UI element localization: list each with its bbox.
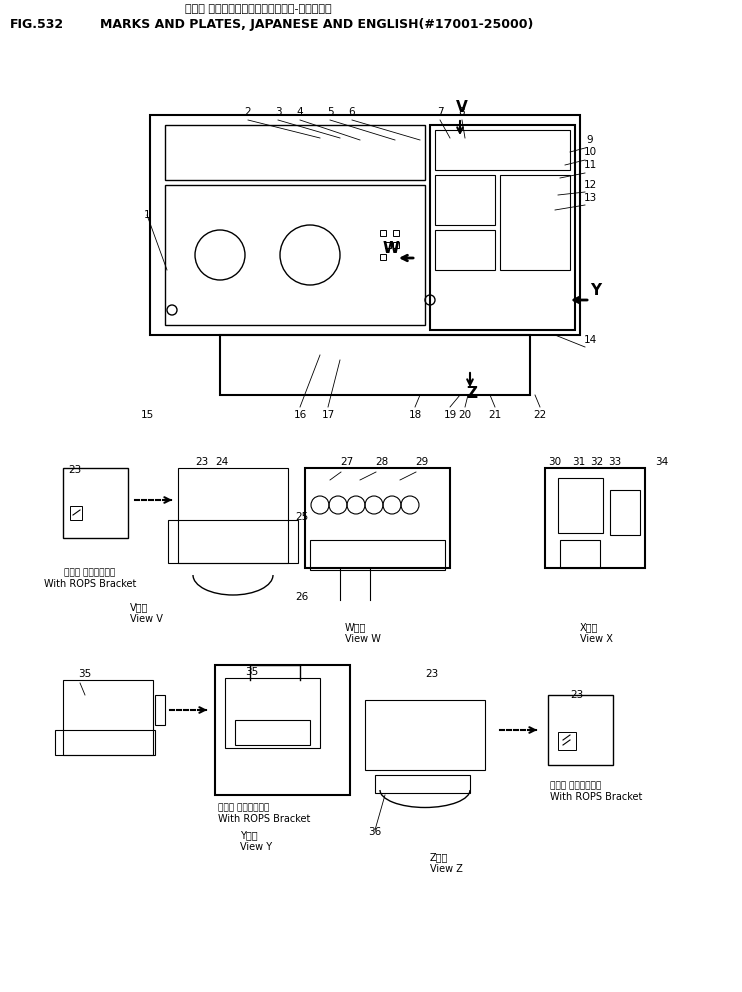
Text: 7: 7 — [437, 107, 443, 117]
Text: V: V — [456, 100, 467, 115]
Text: Y: Y — [590, 283, 601, 298]
Text: X　機: X 機 — [580, 622, 598, 632]
Text: 17: 17 — [321, 410, 335, 420]
Bar — [165, 125, 425, 180]
Bar — [435, 230, 495, 270]
Text: 26: 26 — [295, 592, 308, 602]
Bar — [558, 732, 576, 750]
Bar — [225, 678, 320, 748]
Bar — [305, 468, 450, 568]
Bar — [560, 540, 600, 568]
Text: 11: 11 — [583, 160, 597, 170]
Bar — [178, 468, 288, 563]
Bar — [435, 130, 570, 170]
Text: 9: 9 — [587, 135, 594, 145]
Bar — [155, 695, 165, 725]
Text: マーク オヨビプレート（ニホンゴー-エイゴー）: マーク オヨビプレート（ニホンゴー-エイゴー） — [185, 4, 332, 14]
Bar — [63, 680, 153, 755]
Text: W: W — [383, 241, 400, 256]
Text: 23: 23 — [68, 465, 82, 475]
Bar — [150, 115, 580, 335]
Text: View Y: View Y — [240, 842, 272, 852]
Bar — [215, 665, 350, 795]
Text: With ROPS Bracket: With ROPS Bracket — [218, 814, 310, 824]
Bar — [545, 468, 645, 568]
Text: View X: View X — [580, 634, 613, 644]
Bar — [610, 490, 640, 535]
Text: 14: 14 — [583, 335, 597, 345]
Text: 12: 12 — [583, 180, 597, 190]
Text: 35: 35 — [78, 669, 91, 679]
Text: ロプス フラケット付: ロプス フラケット付 — [65, 568, 116, 577]
Bar — [500, 175, 570, 270]
Text: Z　機: Z 機 — [430, 852, 448, 862]
Bar — [380, 230, 386, 236]
Text: With ROPS Bracket: With ROPS Bracket — [44, 579, 137, 589]
Text: 3: 3 — [275, 107, 281, 117]
Text: 22: 22 — [533, 410, 547, 420]
Bar — [548, 695, 613, 765]
Text: ロプス フラケット付: ロプス フラケット付 — [218, 803, 269, 812]
Text: 23: 23 — [570, 690, 583, 700]
Text: 21: 21 — [488, 410, 502, 420]
Bar — [380, 254, 386, 260]
Bar — [220, 335, 530, 395]
Text: 6: 6 — [349, 107, 355, 117]
Text: 19: 19 — [444, 410, 456, 420]
Bar — [63, 468, 128, 538]
Text: 20: 20 — [459, 410, 472, 420]
Text: MARKS AND PLATES, JAPANESE AND ENGLISH(#17001-25000): MARKS AND PLATES, JAPANESE AND ENGLISH(#… — [100, 18, 533, 31]
Text: 10: 10 — [583, 147, 597, 157]
Text: ロプス フラケット付: ロプス フラケット付 — [550, 781, 601, 790]
Bar — [55, 730, 155, 755]
Text: FIG.532: FIG.532 — [10, 18, 64, 31]
Text: 23: 23 — [195, 457, 209, 467]
Text: 23: 23 — [425, 669, 439, 679]
Text: 27: 27 — [340, 457, 353, 467]
Bar — [235, 720, 310, 745]
Text: Y　機: Y 機 — [240, 830, 257, 840]
Text: 8: 8 — [459, 107, 465, 117]
Text: 28: 28 — [375, 457, 388, 467]
Text: V　機: V 機 — [130, 602, 148, 612]
Text: 36: 36 — [368, 827, 381, 837]
Bar — [393, 230, 399, 236]
Bar — [365, 700, 485, 770]
Text: 4: 4 — [297, 107, 303, 117]
Text: 29: 29 — [415, 457, 428, 467]
Text: 5: 5 — [326, 107, 333, 117]
Text: View W: View W — [345, 634, 381, 644]
Bar — [310, 540, 445, 570]
Bar — [558, 478, 603, 533]
Text: 25: 25 — [295, 512, 308, 522]
Text: With ROPS Bracket: With ROPS Bracket — [550, 792, 643, 802]
Text: 13: 13 — [583, 193, 597, 203]
Text: 35: 35 — [245, 667, 258, 677]
Bar — [435, 175, 495, 225]
Text: W　機: W 機 — [345, 622, 367, 632]
Text: 15: 15 — [140, 410, 154, 420]
Bar — [385, 242, 391, 248]
Text: 24: 24 — [215, 457, 229, 467]
Text: 30: 30 — [548, 457, 561, 467]
Bar — [430, 125, 575, 330]
Text: 18: 18 — [408, 410, 421, 420]
Text: Z: Z — [466, 386, 477, 401]
Text: 16: 16 — [293, 410, 306, 420]
Text: 2: 2 — [245, 107, 252, 117]
Text: 33: 33 — [608, 457, 621, 467]
Text: View Z: View Z — [430, 864, 463, 874]
Bar — [70, 506, 82, 520]
Bar — [168, 520, 298, 563]
Bar — [165, 185, 425, 325]
Text: 34: 34 — [655, 457, 669, 467]
Bar — [375, 775, 470, 793]
Text: 32: 32 — [590, 457, 603, 467]
Text: 31: 31 — [572, 457, 585, 467]
Bar — [393, 242, 399, 248]
Text: View V: View V — [130, 614, 163, 624]
Text: 1: 1 — [144, 210, 151, 220]
